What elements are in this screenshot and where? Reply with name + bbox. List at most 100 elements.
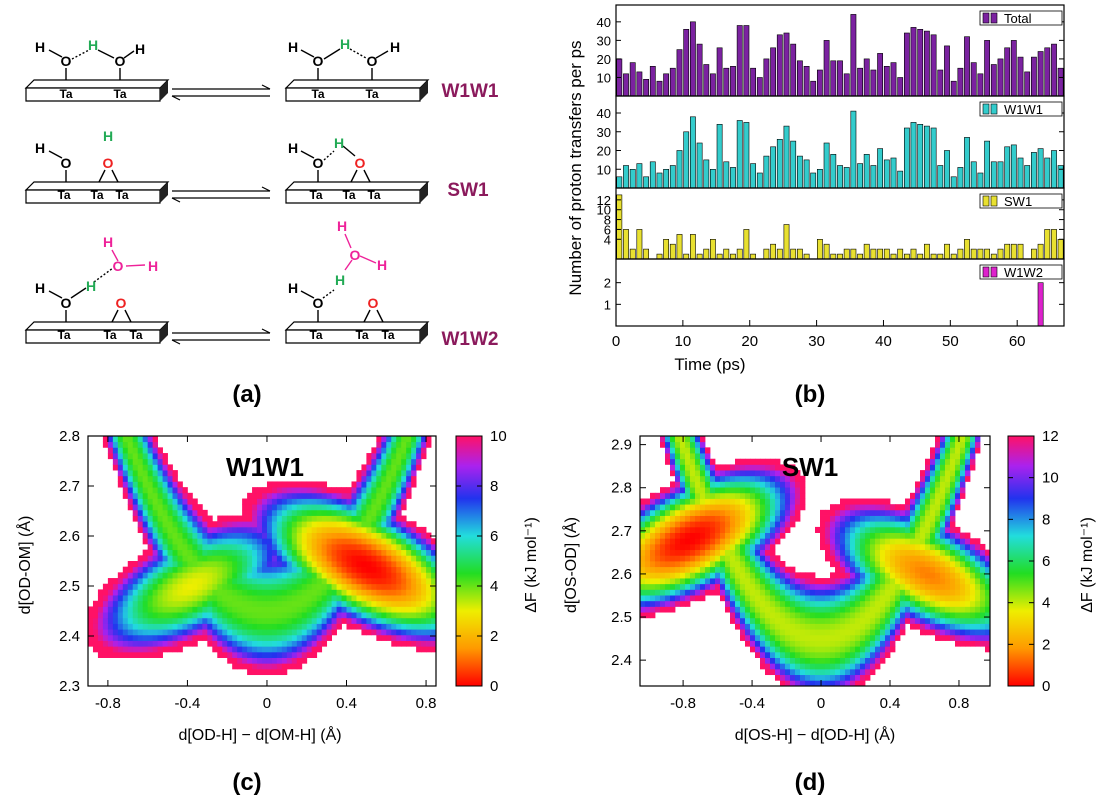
heatmap-cell [755, 634, 761, 641]
heatmap-cell [182, 634, 188, 641]
heatmap-cell [730, 481, 736, 488]
heatmap-cell [800, 617, 806, 624]
heatmap-cell [970, 589, 976, 596]
heatmap-cell [905, 606, 911, 613]
heatmap-cell [980, 566, 986, 573]
heatmap-cell [690, 555, 696, 562]
heatmap-cell [755, 555, 761, 562]
heatmap-cell [830, 623, 836, 630]
heatmap-cell [885, 578, 891, 585]
heatmap-cell [137, 578, 144, 585]
heatmap-cell [705, 464, 711, 471]
heatmap-cell [965, 561, 971, 568]
heatmap-cell [765, 543, 771, 551]
heatmap-cell [795, 578, 801, 585]
heatmap-cell [770, 481, 776, 488]
heatmap-cell [700, 481, 706, 488]
heatmap-cell [371, 583, 377, 590]
heatmap-cell [271, 617, 278, 624]
heatmap-cell [785, 606, 791, 613]
y-tick-label: 20 [597, 52, 611, 67]
heatmap-cell [830, 651, 836, 658]
heatmap-cell [296, 663, 303, 670]
heatmap-cell [715, 572, 721, 579]
heatmap-cell [112, 578, 119, 585]
heatmap-cell [137, 492, 144, 499]
heatmap-cell [316, 498, 323, 505]
heatmap-cell [291, 572, 298, 579]
heatmap-cell [930, 555, 936, 562]
heatmap-cell [162, 589, 168, 596]
heatmap-cell [257, 668, 263, 676]
heatmap-cell [311, 617, 318, 624]
heatmap-cell [311, 538, 318, 545]
heatmap-cell [850, 617, 856, 624]
heatmap-cell [271, 504, 278, 511]
heatmap-cell [705, 504, 711, 511]
heatmap-cell [750, 589, 756, 596]
bar-w1w1 [917, 124, 924, 189]
heatmap-cell [860, 526, 866, 533]
heatmap-cell [371, 487, 377, 494]
heatmap-cell [431, 600, 437, 607]
heatmap-cell [371, 504, 377, 511]
heatmap-cell [920, 481, 926, 488]
heatmap-cell [890, 646, 896, 653]
heatmap-cell [316, 578, 323, 585]
heatmap-cell [182, 543, 188, 551]
heatmap-cell [940, 600, 946, 607]
heatmap-cell [910, 595, 916, 602]
heatmap-cell [835, 617, 841, 624]
heatmap-cell [675, 447, 681, 454]
heatmap-cell [376, 453, 382, 460]
heatmap-cell [147, 498, 154, 505]
heatmap-cell [391, 498, 397, 505]
heatmap-cell [875, 538, 881, 545]
heatmap-cell [850, 538, 856, 545]
heatmap-cell [650, 566, 656, 573]
heatmap-cell [945, 617, 951, 624]
heatmap-cell [735, 589, 741, 596]
heatmap-cell [366, 453, 372, 460]
heatmap-cell [247, 521, 253, 528]
heatmap-cell [750, 515, 756, 522]
heatmap-cell [366, 595, 372, 602]
heatmap-cell [356, 623, 362, 630]
heatmap-cell [785, 600, 791, 607]
bar-sw1 [796, 248, 803, 260]
heatmap-cell [232, 538, 238, 545]
heatmap-cell [411, 623, 417, 630]
heatmap-cell [252, 657, 258, 664]
heatmap-cell [650, 532, 656, 539]
heatmap-cell [281, 583, 288, 590]
heatmap-cell [945, 629, 951, 636]
heatmap-cell [760, 657, 766, 664]
heatmap-cell [311, 572, 318, 579]
heatmap-cell [271, 623, 278, 630]
heatmap-cell [680, 515, 686, 522]
heatmap-cell [830, 532, 836, 539]
heatmap-cell [326, 538, 332, 545]
heatmap-cell [820, 543, 826, 551]
heatmap-cell [655, 600, 661, 607]
heatmap-cell [755, 509, 761, 516]
heatmap-cell [670, 487, 676, 494]
heatmap-cell [765, 634, 771, 641]
heatmap-cell [730, 549, 736, 556]
heatmap-cell [710, 475, 716, 482]
bar-total [683, 28, 690, 97]
heatmap-cell [885, 561, 891, 568]
heatmap-cell [411, 453, 417, 460]
heatmap-cell [137, 504, 144, 511]
heatmap-cell [780, 521, 786, 528]
heatmap-cell [775, 481, 781, 488]
heatmap-cell [406, 595, 412, 602]
heatmap-cell [262, 617, 268, 624]
heatmap-cell [670, 470, 676, 477]
heatmap-cell [880, 606, 886, 613]
colorbar-tick-label: 2 [1042, 636, 1050, 653]
heatmap-cell [770, 509, 776, 516]
heatmap-cell [760, 561, 766, 568]
heatmap-cell [650, 600, 656, 607]
